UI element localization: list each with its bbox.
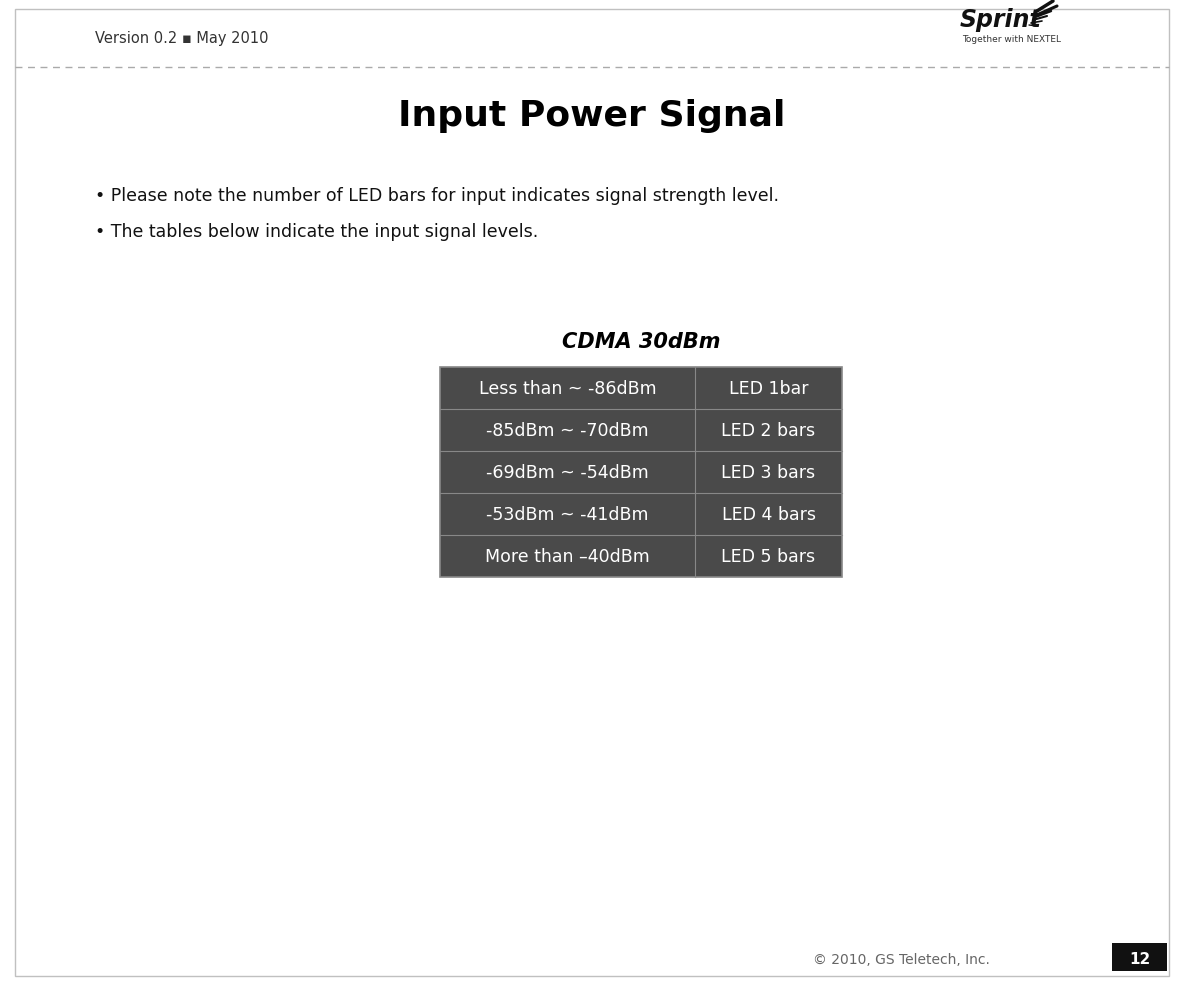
Bar <box>440 494 695 535</box>
Text: • The tables below indicate the input signal levels.: • The tables below indicate the input si… <box>95 223 539 241</box>
Bar <box>440 409 695 452</box>
Text: LED 4 bars: LED 4 bars <box>721 506 816 524</box>
Bar <box>695 494 842 535</box>
Bar <box>440 368 842 578</box>
Bar <box>440 452 695 494</box>
Text: LED 5 bars: LED 5 bars <box>721 547 816 565</box>
Bar <box>695 535 842 578</box>
Text: -69dBm ~ -54dBm: -69dBm ~ -54dBm <box>487 463 649 481</box>
Text: 12: 12 <box>1128 951 1150 966</box>
Text: -85dBm ~ -70dBm: -85dBm ~ -70dBm <box>487 422 649 440</box>
Text: Less than ~ -86dBm: Less than ~ -86dBm <box>478 380 656 397</box>
Bar <box>695 409 842 452</box>
Text: CDMA 30dBm: CDMA 30dBm <box>561 331 720 352</box>
Text: © 2010, GS Teletech, Inc.: © 2010, GS Teletech, Inc. <box>813 952 990 966</box>
Text: LED 2 bars: LED 2 bars <box>721 422 816 440</box>
Bar <box>695 452 842 494</box>
Bar <box>440 368 695 409</box>
Text: LED 3 bars: LED 3 bars <box>721 463 816 481</box>
Text: More than –40dBm: More than –40dBm <box>485 547 650 565</box>
Text: Input Power Signal: Input Power Signal <box>398 99 786 133</box>
Bar <box>440 535 695 578</box>
Text: Together with NEXTEL: Together with NEXTEL <box>961 35 1061 44</box>
Text: -53dBm ~ -41dBm: -53dBm ~ -41dBm <box>487 506 649 524</box>
Text: • Please note the number of LED bars for input indicates signal strength level.: • Please note the number of LED bars for… <box>95 186 779 205</box>
Text: Version 0.2 ▪ May 2010: Version 0.2 ▪ May 2010 <box>95 31 269 45</box>
Text: LED 1bar: LED 1bar <box>728 380 809 397</box>
Bar <box>695 368 842 409</box>
Bar <box>1112 943 1167 971</box>
Text: Sprint: Sprint <box>960 8 1042 32</box>
